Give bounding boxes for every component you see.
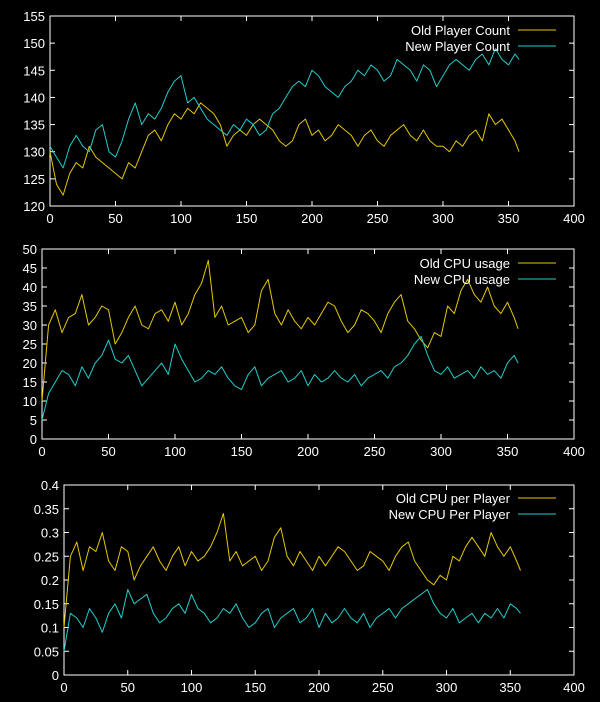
y-tick-label: 50 — [23, 242, 37, 257]
y-tick-label: 10 — [23, 394, 37, 409]
y-tick-label: 20 — [23, 356, 37, 371]
x-tick-label: 0 — [38, 444, 45, 459]
series-line-old — [63, 513, 521, 628]
x-tick-label: 400 — [563, 211, 585, 226]
y-tick-label: 145 — [23, 63, 45, 78]
x-tick-label: 50 — [101, 444, 115, 459]
chart-panel-3: 0 50 100 150 200 250 300 350 400 0 0.05 0.1 0.15 0.2 0… — [34, 478, 585, 695]
y-tick-label: 35 — [23, 299, 37, 314]
y-tick-label: 30 — [23, 318, 37, 333]
x-tick-label: 0 — [46, 211, 53, 226]
y-tick-label: 0.05 — [34, 644, 59, 659]
x-tick-label: 200 — [301, 211, 323, 226]
y-tick-label: 135 — [23, 118, 45, 133]
x-tick-label: 0 — [60, 680, 67, 695]
legend-label: Old CPU per Player — [396, 491, 511, 506]
x-tick-label: 50 — [121, 680, 135, 695]
y-tick-label: 0.35 — [34, 502, 59, 517]
y-tick-label: 0 — [30, 432, 37, 447]
x-tick-label: 150 — [236, 211, 258, 226]
x-tick-label: 150 — [244, 680, 266, 695]
x-tick-label: 250 — [364, 444, 386, 459]
x-tick-label: 150 — [231, 444, 253, 459]
y-tick-label: 0.25 — [34, 549, 59, 564]
series-line-new — [63, 589, 521, 652]
x-tick-label: 250 — [367, 211, 389, 226]
y-tick-label: 15 — [23, 375, 37, 390]
y-tick-label: 5 — [30, 413, 37, 428]
legend-label: New CPU Per Player — [389, 507, 511, 522]
legend-label: Old Player Count — [411, 23, 510, 38]
legend-label: Old CPU usage — [420, 256, 510, 271]
series-line-new — [49, 48, 520, 169]
y-tick-label: 150 — [23, 36, 45, 51]
y-tick-label: 25 — [23, 337, 37, 352]
series-line-old — [49, 102, 520, 196]
series-line-old — [41, 259, 519, 402]
x-tick-label: 250 — [372, 680, 394, 695]
x-tick-label: 350 — [497, 444, 519, 459]
x-tick-label: 200 — [297, 444, 319, 459]
y-tick-label: 140 — [23, 90, 45, 105]
series-line-new — [41, 335, 519, 421]
x-tick-label: 100 — [164, 444, 186, 459]
x-tick-label: 350 — [498, 211, 520, 226]
y-tick-label: 0 — [52, 668, 59, 683]
x-tick-label: 300 — [436, 680, 458, 695]
chart-panel-2: 0 50 100 150 200 250 300 350 400 0 5 10 15 20 25 30 35 40… — [23, 242, 585, 459]
y-tick-label: 0.4 — [41, 478, 59, 493]
y-tick-label: 0.15 — [34, 597, 59, 612]
x-tick-label: 300 — [432, 211, 454, 226]
x-tick-label: 400 — [563, 680, 585, 695]
y-tick-label: 0.1 — [41, 621, 59, 636]
x-tick-label: 50 — [108, 211, 122, 226]
x-tick-label: 300 — [430, 444, 452, 459]
legend-label: New CPU usage — [414, 272, 510, 287]
y-tick-label: 40 — [23, 280, 37, 295]
y-tick-label: 125 — [23, 172, 45, 187]
y-tick-label: 130 — [23, 145, 45, 160]
y-tick-label: 0.3 — [41, 526, 59, 541]
x-tick-label: 100 — [170, 211, 192, 226]
y-tick-label: 120 — [23, 199, 45, 214]
x-tick-label: 200 — [308, 680, 330, 695]
y-tick-label: 0.2 — [41, 573, 59, 588]
x-tick-label: 100 — [181, 680, 203, 695]
y-tick-label: 45 — [23, 261, 37, 276]
chart-panel-1: 0 50 100 150 200 250 300 350 400 120 125 130 135 140 1… — [23, 9, 585, 226]
y-tick-label: 155 — [23, 9, 45, 24]
x-tick-label: 350 — [499, 680, 521, 695]
x-tick-label: 400 — [563, 444, 585, 459]
legend-label: New Player Count — [405, 39, 510, 54]
